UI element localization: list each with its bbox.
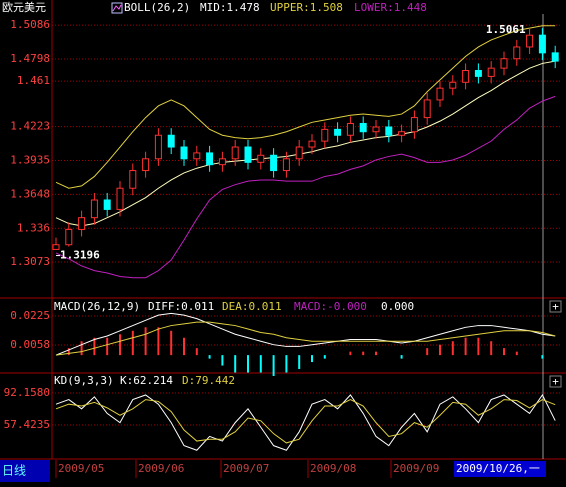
indicator-icon[interactable] bbox=[111, 2, 123, 14]
y-tick-label: 1.461 bbox=[17, 74, 50, 87]
candle-body bbox=[359, 122, 367, 133]
y-tick-label: 1.4223 bbox=[10, 120, 50, 133]
x-date-label: 2009/05 bbox=[58, 462, 104, 475]
cursor-date: 2009/10/26,一 bbox=[456, 462, 540, 475]
cursor-date-box bbox=[454, 461, 546, 477]
upper-label: UPPER:1.508 bbox=[270, 1, 343, 14]
candle-body bbox=[423, 99, 431, 119]
candle-body bbox=[308, 140, 316, 148]
low-annotation: 1.3196 bbox=[60, 249, 100, 262]
candle-body bbox=[52, 244, 60, 250]
expand-glyph: + bbox=[552, 300, 559, 313]
expand-button[interactable] bbox=[549, 375, 562, 388]
candle-body bbox=[142, 158, 150, 172]
kd-title: KD(9,3,3) bbox=[54, 374, 114, 387]
y-tick-label: 1.5086 bbox=[10, 18, 50, 31]
candle-body bbox=[257, 154, 265, 163]
candle-body bbox=[487, 67, 495, 77]
indicator-line bbox=[55, 60, 556, 227]
candle-body bbox=[78, 217, 86, 230]
candle-body bbox=[90, 199, 98, 219]
x-date-label: 2009/06 bbox=[138, 462, 184, 475]
y-tick-label: 1.3073 bbox=[10, 255, 50, 268]
indicator-name: BOLL(26,2) bbox=[124, 1, 190, 14]
x-date-label: 2009/07 bbox=[223, 462, 269, 475]
candle-body bbox=[129, 170, 137, 189]
candle-body bbox=[295, 146, 303, 160]
high-annotation: 1.5061 bbox=[486, 23, 526, 36]
tab-label: 日线 bbox=[2, 464, 26, 478]
indicator-line bbox=[55, 312, 556, 356]
symbol-title: 欧元美元 bbox=[2, 1, 46, 14]
indicator-line bbox=[55, 394, 556, 451]
indicator-icon-glyph bbox=[112, 4, 122, 12]
candle-body bbox=[154, 134, 162, 160]
candle-body bbox=[180, 146, 188, 160]
d-label: D:79.442 bbox=[182, 374, 235, 387]
candle-body bbox=[410, 117, 418, 133]
candle-body bbox=[282, 158, 290, 172]
candle-body bbox=[436, 87, 444, 101]
candle-body bbox=[206, 152, 214, 166]
y-tick-label: 57.4235 bbox=[4, 418, 50, 431]
candle-body bbox=[346, 122, 354, 136]
candle-body bbox=[65, 228, 73, 246]
candle-body bbox=[513, 46, 521, 60]
candle-body bbox=[398, 131, 406, 136]
macd-label: MACD:-0.000 bbox=[294, 300, 367, 313]
candle-body bbox=[526, 34, 534, 48]
candle-body bbox=[167, 134, 175, 148]
candle-body bbox=[116, 187, 124, 210]
candle-body bbox=[500, 58, 508, 69]
y-tick-label: 1.4798 bbox=[10, 52, 50, 65]
indicator-line bbox=[55, 399, 556, 444]
indicator-line bbox=[55, 25, 556, 189]
y-tick-label: 1.336 bbox=[17, 221, 50, 234]
extra-label: 0.000 bbox=[381, 300, 414, 313]
y-tick-label: 1.3935 bbox=[10, 154, 50, 167]
candle-body bbox=[321, 128, 329, 142]
candle-body bbox=[385, 126, 393, 136]
expand-glyph: + bbox=[552, 375, 559, 388]
candle-body bbox=[218, 158, 226, 166]
candle-body bbox=[449, 81, 457, 89]
indicator-line bbox=[55, 95, 556, 279]
expand-button[interactable] bbox=[549, 300, 562, 313]
candle-body bbox=[231, 146, 239, 160]
candle-body bbox=[538, 34, 546, 54]
candle-body bbox=[372, 126, 380, 133]
lower-label: LOWER:1.448 bbox=[354, 1, 427, 14]
y-tick-label: 0.0058 bbox=[10, 338, 50, 351]
dea-label: DEA:0.011 bbox=[222, 300, 282, 313]
candle-body bbox=[103, 199, 111, 210]
y-tick-label: 1.3648 bbox=[10, 187, 50, 200]
diff-label: DIFF:0.011 bbox=[148, 300, 214, 313]
y-tick-label: 0.0225 bbox=[10, 309, 50, 322]
candle-body bbox=[270, 154, 278, 172]
macd-title: MACD(26,12,9) bbox=[54, 300, 140, 313]
y-tick-label: 92.1580 bbox=[4, 386, 50, 399]
candle-body bbox=[474, 70, 482, 77]
candle-body bbox=[551, 52, 559, 62]
candle-body bbox=[244, 146, 252, 163]
tab[interactable] bbox=[0, 460, 50, 482]
candle-body bbox=[462, 70, 470, 83]
indicator-line bbox=[55, 321, 556, 356]
candle-body bbox=[334, 128, 342, 136]
mid-label: MID:1.478 bbox=[200, 1, 260, 14]
candle-body bbox=[193, 152, 201, 160]
k-label: K:62.214 bbox=[120, 374, 173, 387]
x-date-label: 2009/09 bbox=[393, 462, 439, 475]
x-date-label: 2009/08 bbox=[310, 462, 356, 475]
